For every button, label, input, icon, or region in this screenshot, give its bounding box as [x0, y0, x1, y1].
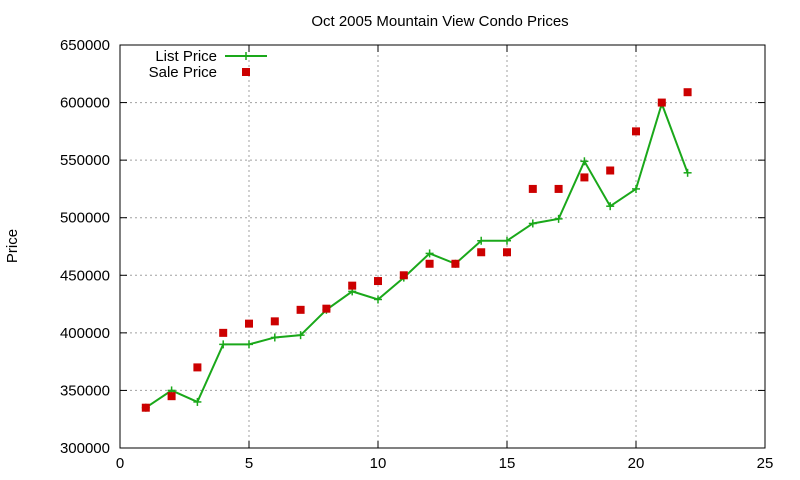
point-sale-price	[374, 277, 382, 286]
point-list-price	[245, 340, 253, 349]
point-sale-price	[399, 271, 408, 280]
point-sale-price	[141, 403, 150, 412]
series-layer	[141, 88, 692, 412]
point-sale-price	[606, 166, 615, 175]
y-tick-label: 650000	[60, 37, 110, 54]
point-sale-price	[477, 248, 486, 257]
series-line-list-price	[145, 100, 689, 409]
x-tick-label: 10	[370, 455, 387, 472]
point-list-price	[528, 219, 537, 228]
legend-marker-sale-price	[242, 68, 250, 76]
legend-marker-list-price	[242, 52, 250, 60]
x-tick-label: 20	[628, 455, 645, 472]
series-sale-price	[141, 88, 692, 412]
legend-label-sale-price: Sale Price	[149, 64, 217, 81]
x-tick-label: 15	[499, 455, 516, 472]
y-tick-label: 600000	[60, 95, 110, 112]
y-axis-label: Price	[4, 229, 21, 263]
plot-frame	[119, 44, 766, 449]
point-sale-price	[425, 259, 434, 268]
y-tick-label: 500000	[60, 210, 110, 227]
point-sale-price	[580, 173, 589, 182]
point-list-price	[554, 214, 563, 223]
y-tick-label: 350000	[60, 382, 110, 399]
point-sale-price	[657, 98, 666, 107]
point-list-price	[374, 295, 382, 304]
chart-title: Oct 2005 Mountain View Condo Prices	[311, 13, 568, 30]
point-sale-price	[167, 392, 176, 401]
y-tick-label: 450000	[60, 267, 110, 284]
x-tick-label: 0	[116, 455, 124, 472]
point-sale-price	[296, 305, 305, 314]
y-tick-label: 300000	[60, 440, 110, 457]
point-sale-price	[683, 88, 692, 97]
series-list-price	[141, 99, 692, 412]
point-sale-price	[270, 317, 279, 326]
point-list-price	[683, 168, 692, 177]
point-sale-price	[219, 328, 228, 337]
point-list-price	[477, 236, 486, 245]
point-list-price	[296, 331, 305, 340]
point-list-price	[425, 249, 434, 258]
point-sale-price	[554, 184, 563, 193]
y-tick-label: 400000	[60, 325, 110, 342]
point-list-price	[606, 202, 615, 211]
grid-lines	[120, 45, 765, 448]
point-sale-price	[193, 363, 202, 372]
legend-label-list-price: List Price	[155, 48, 217, 65]
point-sale-price	[451, 259, 460, 268]
point-list-price	[219, 340, 228, 349]
point-list-price	[632, 184, 640, 193]
y-tick-label: 550000	[60, 152, 110, 169]
point-sale-price	[503, 248, 511, 257]
x-tick-label: 5	[245, 455, 253, 472]
point-list-price	[193, 397, 202, 406]
point-sale-price	[632, 127, 640, 136]
point-list-price	[270, 333, 279, 342]
point-sale-price	[348, 281, 357, 290]
point-sale-price	[245, 319, 253, 328]
point-list-price	[503, 236, 511, 245]
point-sale-price	[322, 304, 331, 313]
x-tick-label: 25	[757, 455, 774, 472]
point-list-price	[580, 157, 589, 166]
point-sale-price	[528, 184, 537, 193]
